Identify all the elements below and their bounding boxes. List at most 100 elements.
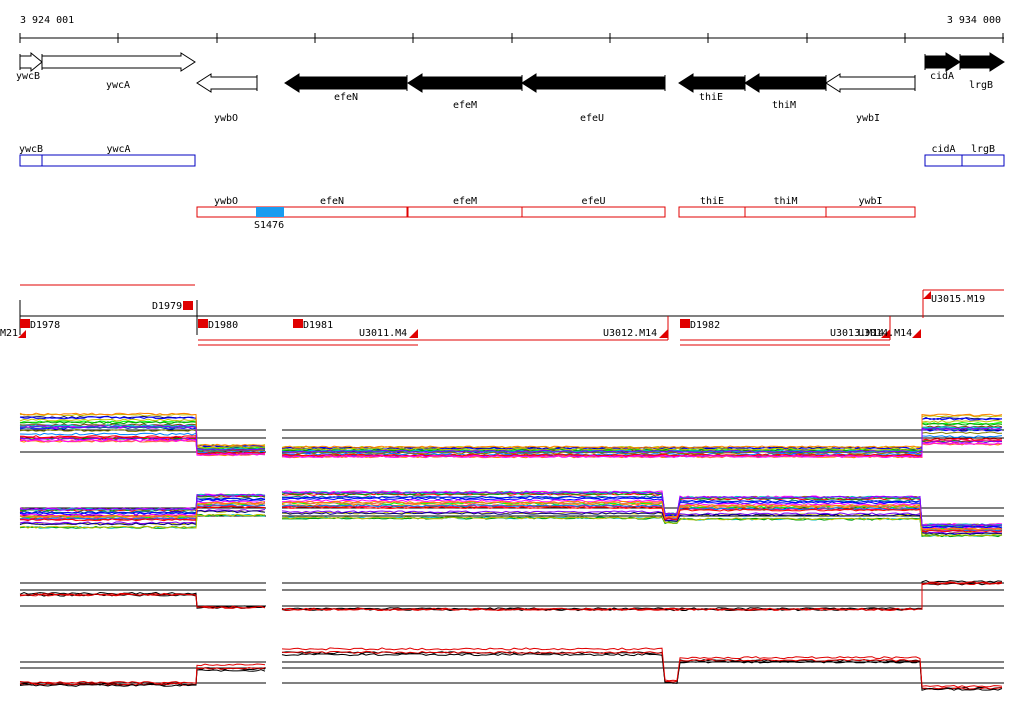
gene-cidA-arrow[interactable]: cidA	[924, 52, 961, 82]
gene-efeM-label: efeM	[453, 100, 477, 111]
gene-thiM-shape[interactable]	[744, 73, 827, 93]
feature-label: D1978	[30, 320, 60, 331]
expression-track-3	[19, 579, 1004, 612]
gene-ywcA-arrow[interactable]: ywcA	[41, 52, 196, 91]
feature-marker[interactable]	[409, 329, 418, 338]
operon-minus-label: efeM	[453, 196, 477, 207]
operon-minus-label: thiE	[700, 196, 724, 207]
operon-track-minus: ywbO efeN efeM efeU thiE thiM ywbI	[196, 196, 916, 218]
gene-ywbI-arrow[interactable]: ywbI	[825, 73, 916, 124]
gene-lrgB-shape[interactable]	[959, 52, 1005, 72]
operon-minus-thiE[interactable]: thiE	[678, 196, 746, 218]
feature-marker[interactable]	[680, 319, 690, 328]
expression-line	[19, 425, 1003, 454]
feature-U3015.M19[interactable]: U3015.M19	[923, 291, 985, 305]
operon-minus-box[interactable]	[744, 206, 827, 218]
gene-ywbO-shape[interactable]	[196, 73, 258, 93]
feature-M21[interactable]: M21	[0, 328, 26, 339]
gene-thiE-shape[interactable]	[678, 73, 746, 93]
expression-line	[19, 513, 1003, 538]
feature-marker[interactable]	[198, 319, 208, 328]
operon-minus-ywbI[interactable]: ywbI	[825, 196, 916, 218]
highlight-region-box[interactable]	[256, 207, 284, 217]
gene-ywcB-arrow[interactable]: ywcB	[16, 51, 43, 82]
feature-D1981[interactable]: D1981	[293, 319, 333, 331]
feature-marker[interactable]	[659, 329, 668, 338]
highlight-region-label: S1476	[254, 220, 284, 231]
feature-U3011.M4[interactable]: U3011.M4	[359, 328, 418, 339]
gene-ywcA-shape[interactable]	[41, 52, 196, 72]
feature-label: U3014.M14	[858, 328, 912, 339]
operon-plus-label: lrgB	[971, 144, 995, 155]
gene-cidA-shape[interactable]	[924, 52, 961, 72]
feature-label: U3013.M14	[830, 328, 884, 339]
operon-plus-ywcB[interactable]: ywcB	[19, 144, 43, 167]
operon-minus-box[interactable]	[825, 206, 916, 218]
feature-label: D1982	[690, 320, 720, 331]
gene-thiE-label: thiE	[699, 92, 723, 103]
expression-line	[19, 579, 1003, 611]
operon-minus-ywbO[interactable]: ywbO	[196, 196, 258, 218]
expression-line	[19, 513, 1003, 537]
feature-D1979[interactable]: D1979	[152, 301, 193, 312]
operon-minus-label: ywbI	[858, 196, 882, 207]
feature-U3013.M14[interactable]: U3013.M14	[830, 328, 890, 339]
highlight-region[interactable]: S1476	[254, 207, 284, 231]
feature-label: U3015.M19	[931, 294, 985, 305]
gene-thiE-arrow[interactable]: thiE	[678, 73, 746, 103]
expression-line	[19, 653, 1003, 691]
operon-minus-efeU[interactable]: efeU	[521, 196, 666, 218]
gene-efeN-shape[interactable]	[284, 73, 408, 93]
operon-minus-label: efeU	[581, 196, 605, 207]
expression-line	[19, 438, 1003, 459]
ruler-ticks	[19, 33, 1004, 43]
operon-minus-efeM[interactable]: efeM	[407, 196, 523, 218]
feature-D1980[interactable]: D1980	[198, 319, 238, 331]
operon-plus-box[interactable]	[19, 154, 43, 167]
gene-efeU-shape[interactable]	[521, 73, 666, 93]
gene-efeM-arrow[interactable]: efeM	[407, 73, 523, 111]
feature-D1982[interactable]: D1982	[680, 319, 720, 331]
gene-ywbO-label: ywbO	[214, 113, 238, 124]
feature-marker[interactable]	[293, 319, 303, 328]
gene-ywbO-arrow[interactable]: ywbO	[196, 73, 258, 124]
gene-efeN-arrow[interactable]: efeN	[284, 73, 408, 103]
feature-label: M21	[0, 328, 18, 339]
operon-minus-box[interactable]	[407, 206, 523, 218]
feature-marker[interactable]	[20, 319, 30, 328]
feature-marker[interactable]	[183, 301, 193, 310]
expression-track-1	[19, 412, 1004, 459]
feature-marker[interactable]	[18, 330, 26, 338]
operon-plus-ywcA[interactable]: ywcA	[41, 144, 196, 167]
expression-line	[19, 647, 1003, 688]
feature-marker[interactable]	[912, 329, 921, 338]
operon-plus-box[interactable]	[924, 154, 963, 167]
feature-marker[interactable]	[923, 291, 931, 299]
gene-thiM-arrow[interactable]: thiM	[744, 73, 827, 111]
gene-lrgB-arrow[interactable]: lrgB	[959, 52, 1005, 91]
gene-ywbI-shape[interactable]	[825, 73, 916, 93]
gene-ywcB-shape[interactable]	[19, 51, 43, 73]
operon-plus-lrgB[interactable]: lrgB	[961, 144, 1005, 167]
operon-minus-label: thiM	[773, 196, 797, 207]
expression-line	[19, 428, 1003, 455]
feature-D1978[interactable]: D1978	[20, 319, 60, 331]
operon-plus-box[interactable]	[961, 154, 1005, 167]
operon-plus-label: cidA	[931, 144, 955, 155]
feature-label: U3011.M4	[359, 328, 407, 339]
operon-plus-cidA[interactable]: cidA	[924, 144, 963, 167]
operon-minus-box[interactable]	[678, 206, 746, 218]
feature-label: D1981	[303, 320, 333, 331]
operon-minus-thiM[interactable]: thiM	[744, 196, 827, 218]
coordinate-ruler: 3 924 001 3 934 000	[19, 15, 1004, 43]
gene-efeM-shape[interactable]	[407, 73, 523, 93]
operon-minus-box[interactable]	[196, 206, 258, 218]
operon-minus-box[interactable]	[521, 206, 666, 218]
gene-efeU-arrow[interactable]: efeU	[521, 73, 666, 124]
feature-marker[interactable]	[881, 329, 890, 338]
gene-thiM-label: thiM	[772, 100, 796, 111]
feature-U3014.M14[interactable]: U3014.M14	[858, 328, 921, 339]
feature-U3012.M14[interactable]: U3012.M14	[603, 328, 668, 339]
operon-plus-box[interactable]	[41, 154, 196, 167]
